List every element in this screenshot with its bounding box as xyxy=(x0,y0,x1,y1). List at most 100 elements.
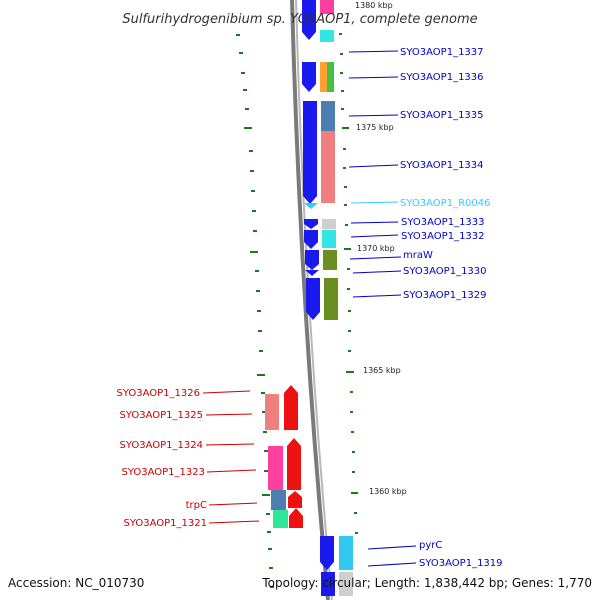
tick-mark xyxy=(251,190,255,192)
tick-mark xyxy=(244,127,252,129)
tick-mark xyxy=(259,350,263,352)
cog-block xyxy=(339,536,353,570)
tick-mark xyxy=(343,167,346,169)
scale-label-1370: 1370 kbp xyxy=(357,244,395,253)
tick-mark xyxy=(252,210,256,212)
scale-labels: 1380 kbp 1375 kbp 1370 kbp 1365 kbp 1360… xyxy=(355,1,407,496)
tick-mark xyxy=(257,310,261,312)
inner-tick-ring xyxy=(339,33,358,534)
cog-block xyxy=(321,101,335,131)
tick-mark xyxy=(257,374,265,376)
cog-block xyxy=(268,446,283,490)
gene-label-1323[interactable]: SYO3AOP1_1323 xyxy=(121,467,205,478)
cog-block xyxy=(322,219,336,229)
rna-label-leader xyxy=(350,201,399,204)
outer-tick-ring xyxy=(236,34,274,588)
tick-mark xyxy=(344,248,351,250)
forward-gene-arrows xyxy=(302,0,335,596)
tick-mark xyxy=(348,310,351,312)
gene-label-mraw[interactable]: mraW xyxy=(403,250,433,261)
gene-label-1337[interactable]: SYO3AOP1_1337 xyxy=(400,47,484,58)
gene-arrow[interactable] xyxy=(321,572,335,596)
cog-block xyxy=(322,230,336,248)
tick-mark xyxy=(239,52,243,54)
tick-mark xyxy=(255,270,259,272)
tick-mark xyxy=(348,330,351,332)
tick-mark xyxy=(344,186,347,188)
gene-label-1324[interactable]: SYO3AOP1_1324 xyxy=(119,440,203,451)
gene-label-1319[interactable]: SYO3AOP1_1319 xyxy=(419,558,503,569)
rna-feature-arrow[interactable] xyxy=(304,203,318,209)
tick-mark xyxy=(264,470,268,472)
gene-label-1333[interactable]: SYO3AOP1_1333 xyxy=(401,217,485,228)
gene-label-1330[interactable]: SYO3AOP1_1330 xyxy=(403,266,487,277)
tick-mark xyxy=(341,90,344,92)
tick-mark xyxy=(249,150,253,152)
tick-mark xyxy=(253,230,257,232)
forward-cog-band xyxy=(320,0,353,596)
tick-mark xyxy=(348,350,351,352)
tick-mark xyxy=(340,53,343,55)
tick-mark xyxy=(350,411,353,413)
gene-label-1329[interactable]: SYO3AOP1_1329 xyxy=(403,290,487,301)
tick-mark xyxy=(245,108,249,110)
forward-gene-labels: SYO3AOP1_1337 SYO3AOP1_1336 SYO3AOP1_133… xyxy=(400,47,503,569)
scale-label-1365: 1365 kbp xyxy=(363,366,401,375)
tick-mark xyxy=(250,251,258,253)
gene-arrow[interactable] xyxy=(284,385,298,430)
gene-arrow[interactable] xyxy=(303,101,317,131)
tick-mark xyxy=(351,431,354,433)
reverse-gene-arrows xyxy=(284,385,303,528)
tick-mark xyxy=(262,411,266,413)
forward-label-leaders xyxy=(348,50,417,567)
reverse-cog-band xyxy=(265,394,288,528)
cog-block xyxy=(320,0,334,14)
gene-label-r0046[interactable]: SYO3AOP1_R0046 xyxy=(400,198,490,209)
gene-arrow[interactable] xyxy=(320,536,334,570)
cog-block xyxy=(321,131,335,203)
gene-label-trpc[interactable]: trpC xyxy=(186,500,207,511)
gene-label-1335[interactable]: SYO3AOP1_1335 xyxy=(400,110,484,121)
tick-mark xyxy=(241,72,245,74)
gene-arrow[interactable] xyxy=(289,508,303,528)
reverse-label-leaders xyxy=(202,390,260,524)
tick-mark xyxy=(270,586,274,588)
tick-mark xyxy=(266,513,270,515)
tick-mark xyxy=(352,451,355,453)
gene-arrow[interactable] xyxy=(302,62,316,92)
gene-label-1332[interactable]: SYO3AOP1_1332 xyxy=(401,231,485,242)
cog-block xyxy=(320,30,334,42)
gene-arrow[interactable] xyxy=(303,131,317,204)
cog-block xyxy=(271,490,286,510)
gene-arrow[interactable] xyxy=(302,0,316,40)
gene-arrow[interactable] xyxy=(305,250,319,270)
tick-mark xyxy=(269,567,273,569)
gene-arrow[interactable] xyxy=(304,219,318,229)
cog-block xyxy=(265,394,279,430)
gene-label-1326[interactable]: SYO3AOP1_1326 xyxy=(116,388,200,399)
gene-arrow[interactable] xyxy=(305,270,319,276)
gene-label-1334[interactable]: SYO3AOP1_1334 xyxy=(400,160,484,171)
cog-block xyxy=(324,278,338,320)
tick-mark xyxy=(350,391,353,393)
gene-arrow[interactable] xyxy=(306,278,320,320)
cog-block xyxy=(323,250,337,270)
tick-mark xyxy=(339,33,342,35)
scale-label-1375: 1375 kbp xyxy=(356,123,394,132)
gene-arrow[interactable] xyxy=(288,491,302,508)
tick-mark xyxy=(250,170,254,172)
topology-text: Topology: circular; Length: 1,838,442 bp… xyxy=(261,576,592,590)
gene-label-1336[interactable]: SYO3AOP1_1336 xyxy=(400,72,484,83)
gene-label-pyrc[interactable]: pyrC xyxy=(419,540,442,551)
tick-mark xyxy=(354,512,357,514)
gene-arrow[interactable] xyxy=(287,438,301,490)
tick-mark xyxy=(263,431,267,433)
gene-label-1325[interactable]: SYO3AOP1_1325 xyxy=(119,410,203,421)
genome-title: Sulfurihydrogenibium sp. YO3AOP1, comple… xyxy=(122,12,477,27)
gene-arrow[interactable] xyxy=(304,230,318,249)
tick-mark xyxy=(345,224,348,226)
tick-mark xyxy=(262,494,270,496)
gene-label-1321[interactable]: SYO3AOP1_1321 xyxy=(123,518,207,529)
